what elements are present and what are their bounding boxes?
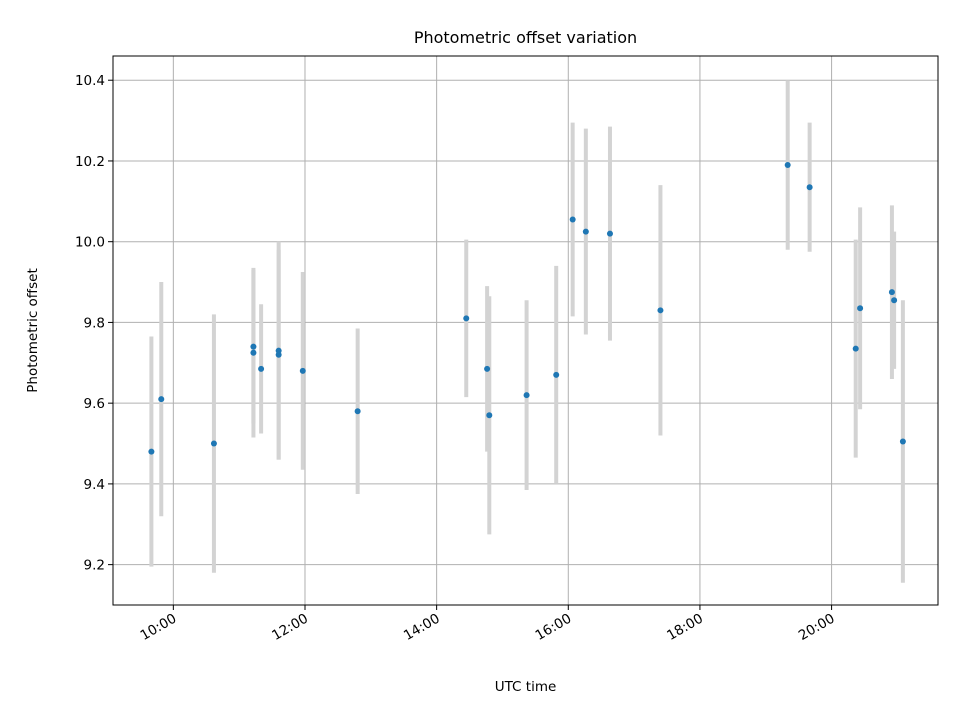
x-tick-label: 14:00 xyxy=(401,611,443,644)
data-point xyxy=(463,315,470,322)
data-point xyxy=(784,161,791,168)
data-point xyxy=(657,307,664,314)
data-point xyxy=(258,365,265,372)
x-tick-label: 10:00 xyxy=(138,611,180,644)
x-axis-label: UTC time xyxy=(495,679,557,695)
data-point xyxy=(250,349,257,356)
data-point xyxy=(806,184,813,191)
ticks: 10:00 12:00 14:00 16:00 18:00 20:00 9.2 9.4 9.6 9… xyxy=(75,73,838,644)
data-point xyxy=(158,396,165,403)
x-tick-label: 16:00 xyxy=(533,611,575,644)
data-point xyxy=(299,367,306,374)
data-point xyxy=(553,371,560,378)
data-point xyxy=(891,297,898,304)
data-point xyxy=(275,351,282,358)
data-point xyxy=(888,289,895,296)
data-point xyxy=(250,343,257,350)
data-points xyxy=(148,161,906,455)
data-point xyxy=(486,412,493,419)
data-point xyxy=(354,408,361,415)
x-tick-label: 12:00 xyxy=(269,611,311,644)
plot-frame xyxy=(112,55,939,606)
data-point xyxy=(857,305,864,312)
data-point xyxy=(210,440,217,447)
y-tick-label: 9.4 xyxy=(84,477,105,493)
data-point xyxy=(523,392,530,399)
x-tick-label: 20:00 xyxy=(796,611,838,644)
y-tick-label: 9.6 xyxy=(84,396,105,412)
y-tick-label: 9.2 xyxy=(84,558,105,574)
y-tick-label: 9.8 xyxy=(84,315,105,331)
x-tick-label: 18:00 xyxy=(664,611,706,644)
data-point xyxy=(606,230,613,237)
y-tick-label: 10.0 xyxy=(75,235,105,251)
data-point xyxy=(148,448,155,455)
error-bars xyxy=(149,80,905,583)
y-tick-label: 10.4 xyxy=(75,73,105,89)
chart-title: Photometric offset variation xyxy=(414,28,637,47)
data-point xyxy=(899,438,906,445)
data-point xyxy=(852,345,859,352)
y-axis-label: Photometric offset xyxy=(25,268,41,392)
y-tick-label: 10.2 xyxy=(75,154,105,170)
data-point xyxy=(484,365,491,372)
data-point xyxy=(569,216,576,223)
data-point xyxy=(582,228,589,235)
